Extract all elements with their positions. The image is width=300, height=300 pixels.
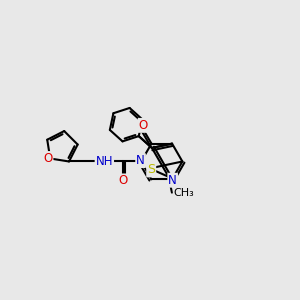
Text: O: O	[139, 119, 148, 132]
Text: S: S	[147, 164, 155, 176]
Text: CH₃: CH₃	[173, 188, 194, 198]
Text: N: N	[136, 154, 145, 167]
Text: O: O	[43, 152, 52, 165]
Text: N: N	[168, 174, 177, 187]
Text: O: O	[118, 174, 127, 188]
Text: NH: NH	[96, 155, 113, 168]
